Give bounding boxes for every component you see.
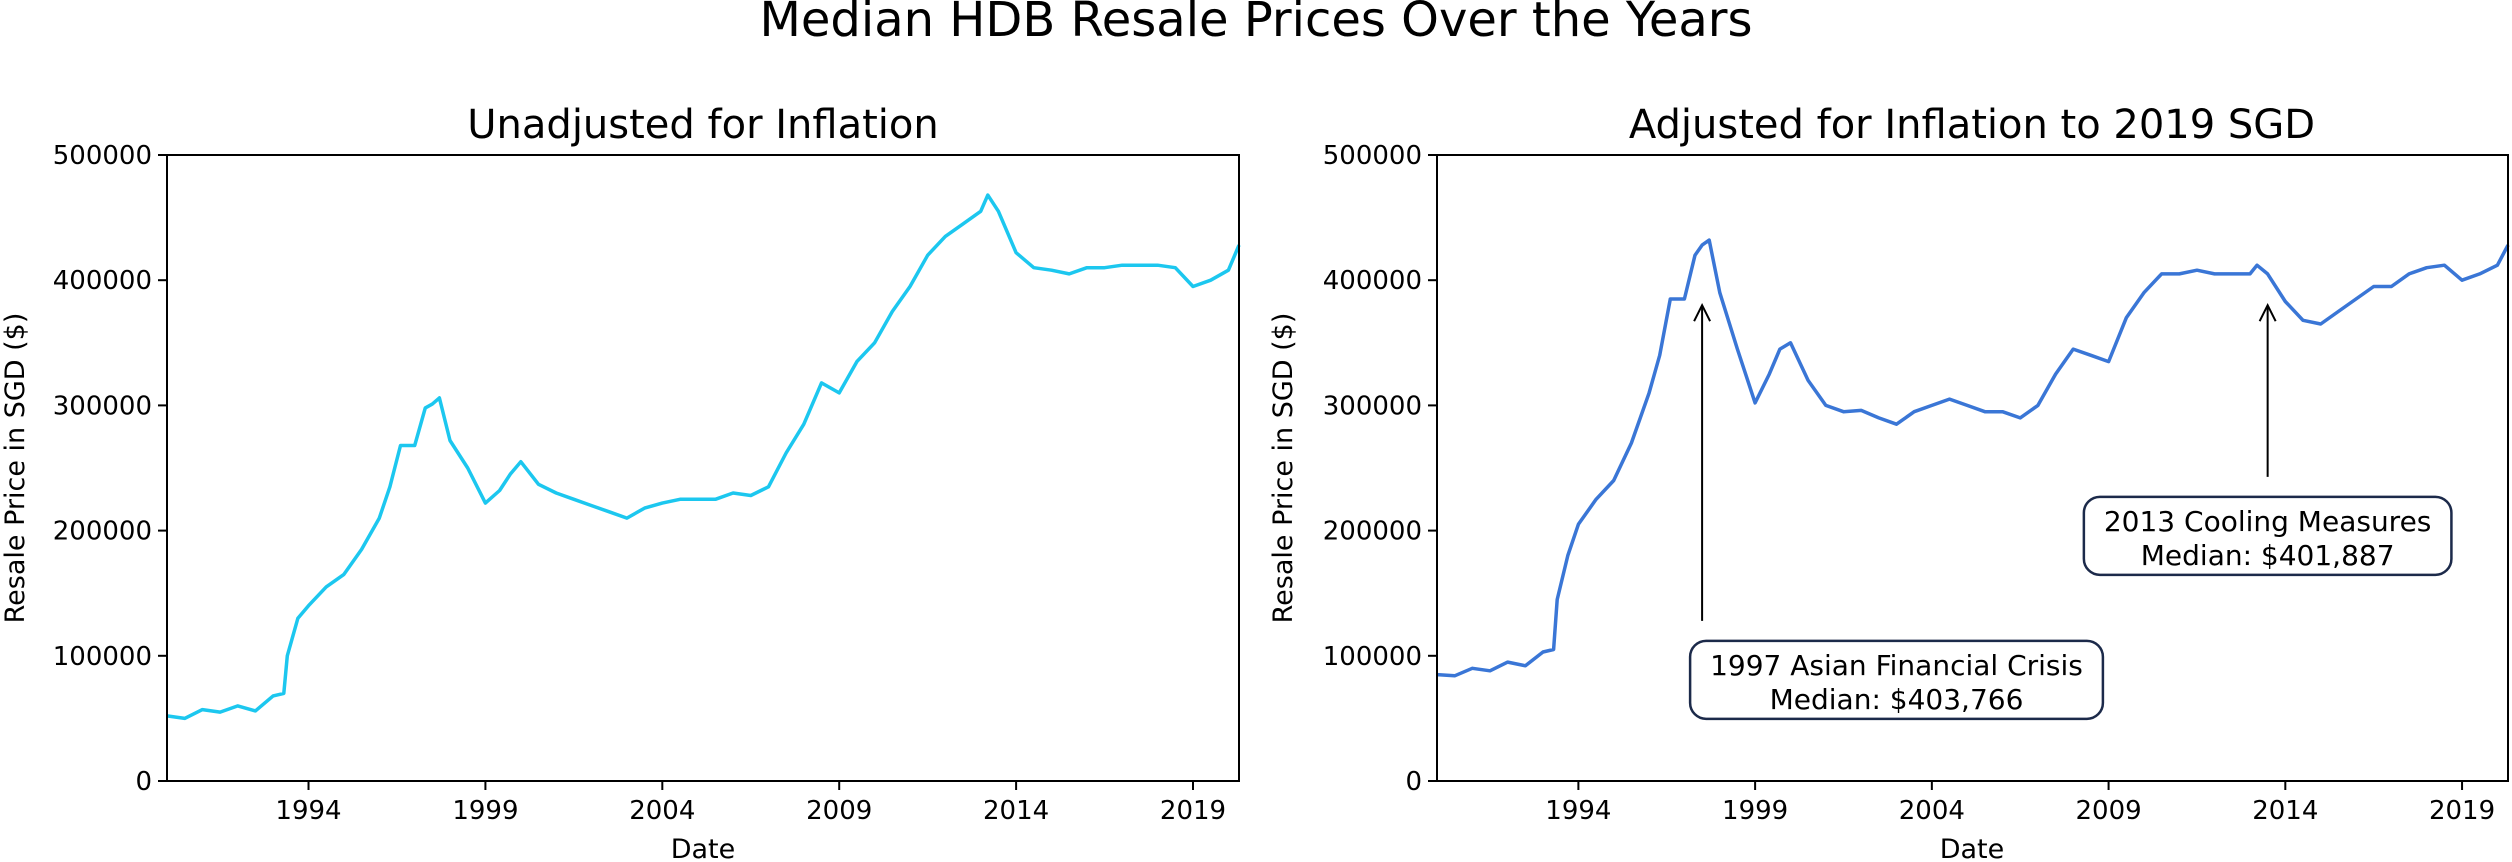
panel-adjusted-title: Adjusted for Inflation to 2019 SGD [1629,102,2315,148]
panel-adjusted-y-label: Resale Price in SGD ($) [1268,313,1299,624]
panel-adjusted-x-tick-label: 1994 [1545,796,1611,826]
panel-unadjusted-series-line [166,193,1241,721]
panel-unadjusted-y-tick-label: 400000 [53,266,152,296]
panel-unadjusted-y-tick-label: 100000 [53,642,152,672]
annotation-line-1: 1997 Asian Financial Crisis [1710,649,2083,682]
panel-unadjusted-y-ticks: 0 100000 200000 300000 400000 500000 [53,141,167,797]
panel-unadjusted-x-tick-label: 1994 [275,796,341,826]
panel-adjusted-y-tick-label: 500000 [1323,141,1422,171]
panel-unadjusted-x-tick-label: 2019 [1160,796,1226,826]
panel-adjusted-y-tick-label: 0 [1405,767,1422,797]
panel-adjusted-series-line [1436,238,2510,678]
panel-unadjusted-y-tick-label: 300000 [53,391,152,421]
panel-adjusted-y-tick-label: 200000 [1323,517,1422,547]
panel-adjusted-x-tick-label: 2004 [1899,796,1965,826]
panel-unadjusted-x-ticks: 1994 1999 2004 2009 2014 2019 [275,781,1226,826]
panel-adjusted-y-tick-label: 100000 [1323,642,1422,672]
panel-adjusted-x-ticks: 1994 1999 2004 2009 2014 2019 [1545,781,2495,826]
annotation-box [1688,639,2105,721]
annotation-arrow-head [2258,303,2277,322]
panel-unadjusted-plot-frame [166,154,1240,782]
panel-adjusted-x-label: Date [1940,834,2005,862]
panel-unadjusted-y-tick-label: 200000 [53,517,152,547]
panel-unadjusted-y-tick-label: 0 [135,767,152,797]
panel-adjusted-x-tick-label: 2009 [2075,796,2141,826]
panel-unadjusted-x-tick-label: 1999 [452,796,518,826]
panel-adjusted-y-ticks: 0 100000 200000 300000 400000 500000 [1323,141,1437,797]
figure-title: Median HDB Resale Prices Over the Years [759,0,1752,48]
panel-adjusted-x-tick-label: 2014 [2252,796,2318,826]
annotation-arrow-head [1693,303,1711,322]
annotation-line-1: 2013 Cooling Measures [2104,505,2432,538]
panel-unadjusted-x-label: Date [671,834,736,862]
panel-unadjusted-x-tick-label: 2004 [629,796,695,826]
annotation-line-2: Median: $403,766 [1770,683,2024,716]
panel-adjusted-y-tick-label: 400000 [1323,266,1422,296]
panel-adjusted-y-tick-label: 300000 [1323,391,1422,421]
panel-unadjusted: Unadjusted for Inflation 0 100000 200000 30… [0,102,1241,862]
panel-unadjusted-y-tick-label: 500000 [53,141,152,171]
panel-adjusted-plot-frame [1436,154,2509,782]
annotation-line-2: Median: $401,887 [2141,539,2395,572]
panel-adjusted-x-tick-label: 2019 [2429,796,2495,826]
annotation-box [2082,495,2453,577]
panel-unadjusted-x-tick-label: 2009 [806,796,872,826]
panel-unadjusted-x-tick-label: 2014 [983,796,1049,826]
panel-unadjusted-title: Unadjusted for Inflation [467,102,938,148]
panel-adjusted: Adjusted for Inflation to 2019 SGD 0 1000… [1268,102,2510,862]
panel-adjusted-x-tick-label: 1999 [1722,796,1788,826]
panel-unadjusted-y-label: Resale Price in SGD ($) [0,313,31,624]
